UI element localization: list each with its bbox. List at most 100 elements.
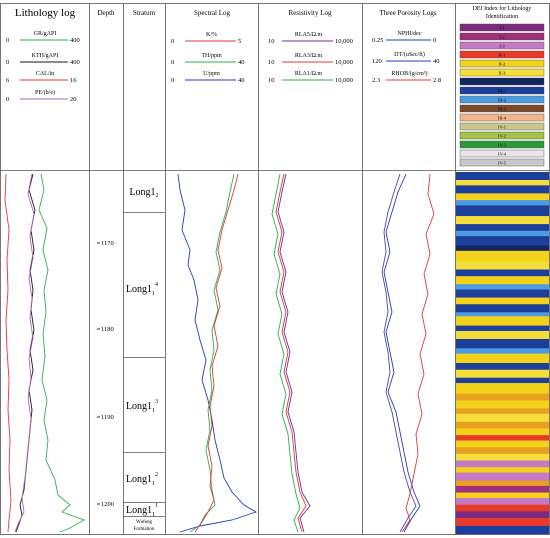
dei-band bbox=[456, 435, 549, 441]
dei-band bbox=[456, 460, 549, 468]
porosity-scale-min-1: 120 bbox=[372, 58, 382, 65]
dei-legend-swatch-0 bbox=[459, 23, 545, 32]
depth-label-1200: 1200 bbox=[101, 501, 114, 508]
formation-line2: Formation bbox=[134, 527, 155, 532]
header-dei-line1: DEI Index for Lithology bbox=[473, 5, 532, 12]
th-curve bbox=[189, 173, 235, 533]
k-curve bbox=[194, 173, 239, 533]
dei-band bbox=[456, 250, 549, 262]
porosity-scale-max-0: 0 bbox=[433, 37, 436, 44]
resistivity-scale-min-0: 10 bbox=[268, 38, 275, 45]
dei-band bbox=[456, 269, 549, 277]
porosity-curve-name-0: NPHI/dec bbox=[398, 31, 422, 37]
depth-track: 1170 1180 1190 1200 bbox=[97, 240, 114, 508]
gr-curve bbox=[38, 173, 86, 533]
dei-band bbox=[456, 245, 549, 252]
resistivity-scale-max-1: 10,000 bbox=[335, 59, 353, 66]
porosity-scale-max-1: 40 bbox=[433, 58, 440, 65]
dei-legend-label-7: III-1 bbox=[498, 88, 506, 93]
dei-band bbox=[456, 330, 549, 340]
dei-legend-label-5: II-3 bbox=[499, 70, 506, 75]
dei-legend-swatch-13 bbox=[459, 140, 545, 149]
lithology-curve-name-3: PE/(b/e) bbox=[35, 89, 55, 96]
dei-band bbox=[456, 453, 549, 461]
dei-band bbox=[456, 517, 549, 527]
stratum-long1-1-2: Long112 bbox=[126, 472, 158, 487]
dei-band bbox=[456, 377, 549, 384]
dei-legend-label-3: II-1 bbox=[499, 52, 506, 57]
dei-legend-swatch-7 bbox=[459, 86, 545, 95]
dei-legend-label-15: IV-5 bbox=[498, 160, 507, 165]
panel-frame bbox=[0, 3, 550, 535]
dei-band bbox=[456, 312, 549, 317]
resistivity-scale-min-1: 10 bbox=[268, 59, 275, 66]
dei-band bbox=[456, 497, 549, 505]
depth-label-1190: 1190 bbox=[101, 414, 114, 421]
dei-band bbox=[456, 216, 549, 225]
dei-legend-swatch-14 bbox=[459, 149, 545, 158]
resistivity-curves bbox=[271, 173, 311, 533]
dei-legend: I-1 I-2 I-3 II-1 II-2 II-3 III-1 III-2 III-3 III-… bbox=[459, 23, 545, 167]
header-stratum: Stratum bbox=[133, 9, 156, 17]
dei-band bbox=[456, 440, 549, 448]
header-spectral: Spectral Log bbox=[194, 9, 230, 17]
dei-band bbox=[456, 353, 549, 364]
dei-index-column bbox=[456, 172, 549, 535]
header-dei-line2: Identification bbox=[486, 13, 518, 20]
lithology-curve-name-0: GR/gAPI bbox=[34, 31, 57, 37]
dei-band bbox=[456, 297, 549, 305]
dei-legend-label-2: I-3 bbox=[499, 43, 505, 48]
dei-band bbox=[456, 492, 549, 499]
spectral-curves bbox=[177, 173, 258, 533]
stratum-track bbox=[123, 212, 165, 517]
cal-curve bbox=[4, 173, 12, 533]
depth-label-1180: 1180 bbox=[101, 326, 114, 333]
dei-band bbox=[456, 467, 549, 473]
stratum-long1-1-1: Long111 bbox=[126, 503, 158, 518]
resistivity-scale-max-0: 10,000 bbox=[335, 38, 353, 45]
lithology-scale-max-0: 400 bbox=[70, 37, 80, 44]
lithology-scale-min-3: 0 bbox=[6, 96, 9, 103]
resistivity-curve-name-0: RLA5/Ω.m bbox=[295, 32, 323, 38]
dei-band bbox=[456, 400, 549, 409]
lithology-curve-name-1: KTH/gAPI bbox=[32, 53, 59, 59]
spectral-scale-max-1: 40 bbox=[238, 59, 245, 66]
header-lithology: Lithology log bbox=[15, 7, 76, 19]
dei-band bbox=[456, 325, 549, 332]
lithology-curve-name-2: CAL/in bbox=[36, 71, 54, 77]
dei-band bbox=[456, 485, 549, 493]
spectral-curve-name-2: U/ppm bbox=[203, 71, 220, 77]
dei-legend-swatch-9 bbox=[459, 104, 545, 113]
dei-band bbox=[456, 363, 549, 370]
dei-band bbox=[456, 408, 549, 415]
spectral-scale-min-2: 0 bbox=[171, 77, 174, 84]
lithology-scale-min-0: 0 bbox=[6, 37, 9, 44]
dei-band bbox=[456, 369, 549, 379]
porosity-scale-min-2: 2.3 bbox=[372, 77, 380, 84]
dei-legend-label-4: II-2 bbox=[499, 61, 506, 66]
dei-band bbox=[456, 193, 549, 201]
dei-band bbox=[456, 304, 549, 313]
dei-band bbox=[456, 525, 549, 535]
dei-band bbox=[456, 480, 549, 487]
rla5-curve bbox=[277, 173, 311, 533]
dei-band bbox=[456, 383, 549, 395]
resistivity-curve-name-2: RLA1/Ω.m bbox=[295, 71, 323, 77]
spectral-curve-name-0: K/% bbox=[206, 32, 217, 38]
u-curve bbox=[177, 173, 258, 533]
dei-band bbox=[456, 511, 549, 519]
dei-band bbox=[456, 236, 549, 246]
dei-legend-swatch-6 bbox=[459, 77, 545, 86]
dei-band bbox=[456, 472, 549, 481]
dei-band bbox=[456, 172, 549, 181]
header-porosity: Three Porosity Logs bbox=[379, 9, 436, 17]
dei-legend-label-0: I-1 bbox=[499, 25, 504, 30]
dei-legend-swatch-2 bbox=[459, 41, 545, 50]
header-depth: Depth bbox=[97, 9, 115, 17]
lithology-scale-max-1: 400 bbox=[70, 59, 80, 66]
stratum-long1-2: Long12 bbox=[129, 187, 158, 199]
dei-band bbox=[456, 393, 549, 401]
dei-legend-label-12: IV-2 bbox=[498, 133, 506, 138]
dei-legend-label-11: IV-1 bbox=[498, 124, 506, 129]
lithology-curves bbox=[4, 173, 86, 533]
